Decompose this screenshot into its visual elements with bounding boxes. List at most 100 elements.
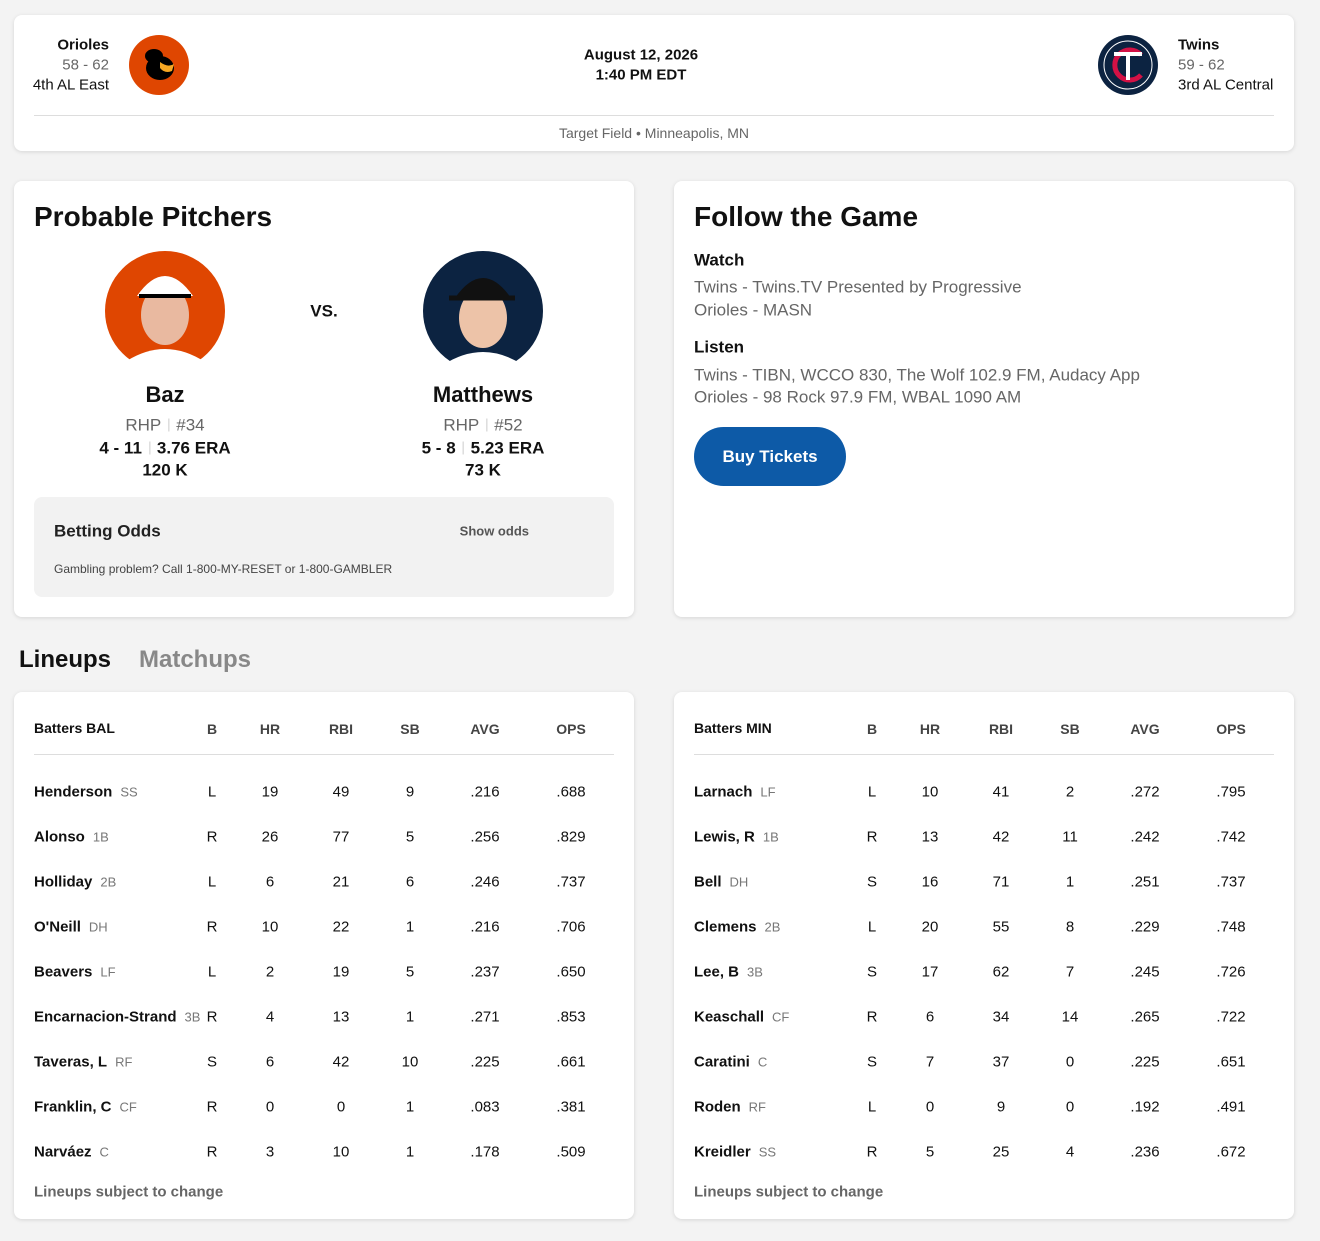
stat: 0 xyxy=(1065,1053,1075,1071)
stat: 11 xyxy=(1062,828,1078,846)
batter-name[interactable]: Encarnacion-Strand xyxy=(34,1008,177,1026)
stat: 6 xyxy=(405,873,415,891)
stat: .178 xyxy=(470,1143,500,1161)
stat: 10 xyxy=(261,918,279,936)
stat: .853 xyxy=(556,1008,586,1026)
batter-name[interactable]: Franklin, C xyxy=(34,1098,112,1116)
batter-name[interactable]: Henderson xyxy=(34,783,113,801)
stat: 5 xyxy=(925,1143,935,1161)
stat: 1 xyxy=(405,1098,415,1116)
batter: Clemens 2B xyxy=(694,920,780,935)
stat: .236 xyxy=(1130,1143,1160,1161)
batter-name[interactable]: Bell xyxy=(694,873,722,891)
section-title: Follow the Game xyxy=(694,201,919,232)
batter-name[interactable]: Roden xyxy=(694,1098,741,1116)
batter: Bell DH xyxy=(694,875,748,890)
batter: O'Neill DH xyxy=(34,920,108,935)
stat: 22 xyxy=(332,918,350,936)
stat: .737 xyxy=(556,873,586,891)
pitcher-throws: RHP xyxy=(443,415,480,435)
batter-name[interactable]: Clemens xyxy=(694,918,757,936)
batter-position: CF xyxy=(772,1009,790,1025)
batter-name[interactable]: O'Neill xyxy=(34,918,81,936)
stat: 17 xyxy=(921,963,939,981)
column-header: Batters MIN xyxy=(694,720,772,736)
stat: .706 xyxy=(556,918,586,936)
subheading: Watch xyxy=(694,250,745,270)
team-name: Twins xyxy=(1178,36,1220,54)
batter-name[interactable]: Lee, B xyxy=(694,963,740,981)
buy-tickets-button[interactable]: Buy Tickets xyxy=(694,427,846,486)
stat: 9 xyxy=(405,783,415,801)
stat: R xyxy=(866,1008,878,1026)
batter-name[interactable]: Kreidler xyxy=(694,1143,751,1161)
stat: .192 xyxy=(1130,1098,1160,1116)
batter-name[interactable]: Caratini xyxy=(694,1053,750,1071)
batter: Encarnacion-Strand 3B xyxy=(34,1010,200,1025)
stat: 1 xyxy=(405,1143,415,1161)
batter: Kreidler SS xyxy=(694,1145,776,1160)
team-record: 58 - 62 xyxy=(62,56,109,74)
stat: 2 xyxy=(265,963,275,981)
column-header: SB xyxy=(400,721,420,737)
batter-name[interactable]: Narváez xyxy=(34,1143,92,1161)
stat: .688 xyxy=(556,783,586,801)
batter-name[interactable]: Lewis, R xyxy=(694,828,755,846)
stat: 0 xyxy=(336,1098,346,1116)
stat: .829 xyxy=(556,828,586,846)
lineup-note: Lineups subject to change xyxy=(694,1183,884,1201)
pitcher-strikeouts: 73 K xyxy=(465,460,501,480)
stat: 16 xyxy=(921,873,939,891)
stat: R xyxy=(206,1098,218,1116)
pitcher-name: Matthews xyxy=(432,382,534,407)
stat: 7 xyxy=(925,1053,935,1071)
batter: Keaschall CF xyxy=(694,1010,789,1025)
pitcher-photo xyxy=(105,251,225,372)
game-header xyxy=(14,15,1294,151)
stat: L xyxy=(207,873,217,891)
stat: .650 xyxy=(556,963,586,981)
batter-position: CF xyxy=(119,1099,137,1115)
batter-name[interactable]: Larnach xyxy=(694,783,753,801)
batter-name[interactable]: Taveras, L xyxy=(34,1053,108,1071)
batter: Franklin, C CF xyxy=(34,1100,137,1115)
stat: 2 xyxy=(1065,783,1075,801)
stat: .265 xyxy=(1130,1008,1160,1026)
batter-name[interactable]: Alonso xyxy=(34,828,85,846)
batter: Beavers LF xyxy=(34,965,116,980)
stat: 49 xyxy=(332,783,350,801)
stat: 41 xyxy=(992,783,1010,801)
toggle-label[interactable]: Show odds xyxy=(459,523,529,539)
batter-name[interactable]: Keaschall xyxy=(694,1008,765,1026)
stat: .661 xyxy=(556,1053,586,1071)
stat: .795 xyxy=(1216,783,1246,801)
stat: .242 xyxy=(1130,828,1160,846)
batter-name[interactable]: Beavers xyxy=(34,963,93,981)
stat: L xyxy=(867,1098,877,1116)
stat: R xyxy=(206,828,218,846)
column-header: AVG xyxy=(1130,721,1160,737)
game-date: August 12, 2026 xyxy=(583,46,699,64)
tab[interactable]: Matchups xyxy=(139,646,252,673)
lineup-card xyxy=(14,692,634,1219)
team-record: 59 - 62 xyxy=(1178,56,1225,74)
pitcher-stats: 5 - 8 5.23 ERA xyxy=(422,440,545,457)
stat: .272 xyxy=(1130,783,1160,801)
batter-position: 3B xyxy=(747,964,763,980)
stat: 5 xyxy=(405,963,415,981)
team-standing: 4th AL East xyxy=(32,76,109,94)
batter-position: 1B xyxy=(92,829,109,845)
broadcast: Twins - Twins.TV Presented by Progressiv… xyxy=(694,277,1022,297)
betting-title: Betting Odds xyxy=(54,521,161,541)
tab[interactable]: Lineups xyxy=(19,646,112,673)
header-rule xyxy=(34,754,614,755)
stat: L xyxy=(207,783,217,801)
batter-name[interactable]: Holliday xyxy=(34,873,93,891)
stat: .742 xyxy=(1216,828,1246,846)
stat: R xyxy=(206,1008,218,1026)
pitcher-name: Baz xyxy=(145,382,185,407)
stat: 6 xyxy=(265,1053,275,1071)
stat: .225 xyxy=(470,1053,500,1071)
stat: R xyxy=(866,1143,878,1161)
stat: 14 xyxy=(1061,1008,1079,1026)
